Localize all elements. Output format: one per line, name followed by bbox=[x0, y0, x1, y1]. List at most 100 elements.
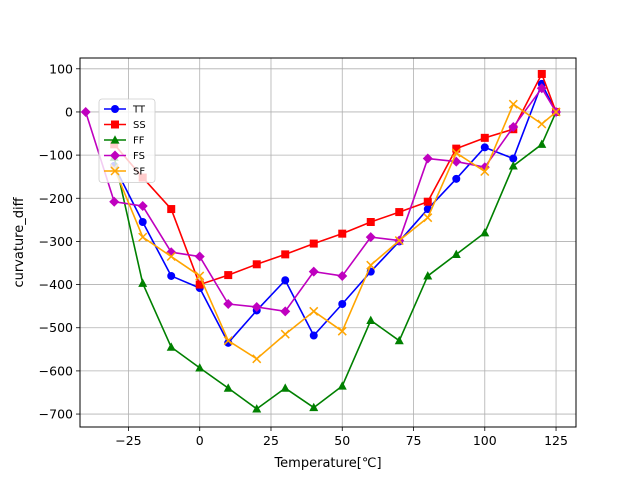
y-tick-label: −400 bbox=[39, 277, 73, 292]
y-tick-label: 0 bbox=[65, 104, 73, 119]
legend: TT SS FF FS SF bbox=[98, 98, 156, 183]
data-point-ss bbox=[338, 229, 347, 238]
data-point-ss bbox=[395, 208, 404, 217]
data-point-fs bbox=[308, 266, 319, 277]
legend-label-tt: TT bbox=[132, 105, 146, 116]
legend-item-fs: FS bbox=[104, 150, 145, 162]
legend-item-sf: SF bbox=[104, 166, 145, 178]
data-point-ss bbox=[224, 271, 233, 280]
data-point-ss bbox=[452, 144, 461, 153]
y-tick-label: −700 bbox=[39, 407, 73, 422]
series-ff bbox=[109, 107, 561, 413]
data-point-tt bbox=[167, 271, 176, 280]
data-point-ss bbox=[252, 260, 261, 269]
data-point-fs bbox=[166, 247, 177, 258]
data-point-fs bbox=[223, 299, 234, 309]
data-point-sf bbox=[551, 107, 561, 117]
y-tick-label: −300 bbox=[39, 234, 73, 249]
data-point-ss bbox=[366, 218, 375, 226]
x-tick-label: 125 bbox=[544, 433, 568, 448]
data-point-sf bbox=[195, 271, 205, 281]
data-point-ff bbox=[280, 383, 290, 392]
x-tick-label: 100 bbox=[473, 433, 497, 448]
data-point-fs bbox=[137, 201, 148, 212]
data-point-fs bbox=[251, 302, 262, 313]
y-tick-label: −600 bbox=[39, 363, 73, 378]
data-point-tt bbox=[224, 338, 233, 347]
data-point-fs bbox=[80, 106, 91, 117]
data-point-sf bbox=[366, 260, 376, 270]
data-point-ff bbox=[451, 249, 461, 258]
data-point-ff bbox=[366, 315, 376, 324]
legend-label-sf: SF bbox=[133, 167, 145, 178]
y-tick-label: 100 bbox=[49, 61, 73, 76]
data-point-ff bbox=[423, 271, 433, 280]
data-point-sf bbox=[480, 166, 490, 177]
y-axis-label: curvature_diff bbox=[12, 196, 27, 287]
data-point-fs bbox=[365, 232, 376, 243]
data-point-ff bbox=[195, 363, 205, 372]
data-point-sf bbox=[252, 354, 262, 364]
data-point-ff bbox=[252, 404, 262, 413]
data-point-sf bbox=[166, 251, 176, 262]
legend-marker-tt bbox=[111, 105, 119, 113]
data-point-ss bbox=[195, 280, 204, 289]
data-point-sf bbox=[337, 326, 347, 336]
y-tick-label: −500 bbox=[39, 320, 73, 335]
legend-label-ss: SS bbox=[133, 120, 146, 131]
legend-label-ff: FF bbox=[133, 136, 145, 147]
legend-marker-fs bbox=[110, 150, 120, 161]
grid bbox=[80, 58, 576, 427]
data-point-sf bbox=[223, 336, 233, 346]
data-point-tt bbox=[509, 154, 518, 163]
data-point-ff bbox=[480, 227, 490, 237]
x-tick-label: 50 bbox=[334, 433, 350, 448]
data-point-ss bbox=[281, 250, 290, 259]
data-point-sf bbox=[508, 99, 518, 109]
data-point-ff bbox=[138, 278, 148, 287]
legend-item-tt: TT bbox=[104, 105, 146, 116]
legend-marker-ss bbox=[111, 120, 119, 129]
series-lines bbox=[80, 69, 562, 413]
data-point-tt bbox=[423, 205, 432, 214]
data-point-tt bbox=[138, 218, 147, 226]
data-point-ss bbox=[423, 197, 432, 206]
data-point-ff bbox=[508, 161, 518, 170]
y-tick-label: −100 bbox=[39, 148, 73, 163]
x-tick-label: −25 bbox=[115, 433, 141, 448]
axis-ticks: −25 0 25 50 75 100 125 −700 −600 −500 −400 −300 −200… bbox=[39, 61, 568, 448]
legend-item-ff: FF bbox=[104, 135, 145, 147]
data-point-ff bbox=[537, 139, 547, 148]
data-point-fs bbox=[536, 83, 547, 94]
data-point-ss bbox=[309, 239, 318, 248]
data-point-fs bbox=[109, 196, 120, 207]
data-point-sf bbox=[394, 236, 404, 246]
plot-frame bbox=[79, 57, 577, 428]
data-point-sf bbox=[537, 119, 547, 129]
x-tick-label: 0 bbox=[196, 433, 204, 448]
data-point-tt bbox=[452, 174, 461, 183]
x-tick-label: 25 bbox=[263, 433, 279, 448]
legend-marker-sf bbox=[110, 166, 120, 176]
data-point-sf bbox=[309, 306, 319, 316]
data-point-fs bbox=[194, 251, 205, 262]
data-point-sf bbox=[451, 148, 461, 158]
data-point-ss bbox=[537, 69, 546, 78]
data-point-sf bbox=[138, 232, 148, 242]
data-point-tt bbox=[338, 300, 347, 308]
data-point-fs bbox=[280, 306, 291, 317]
data-point-fs bbox=[337, 270, 348, 281]
data-point-tt bbox=[480, 143, 489, 152]
data-point-fs bbox=[508, 122, 519, 133]
data-point-sf bbox=[423, 213, 433, 223]
data-point-ff bbox=[337, 381, 347, 390]
data-point-tt bbox=[309, 331, 318, 340]
data-point-ss bbox=[167, 205, 176, 214]
data-point-fs bbox=[422, 153, 433, 164]
x-axis-label: Temperature[℃] bbox=[273, 456, 381, 471]
legend-label-fs: FS bbox=[133, 151, 145, 162]
series-sf bbox=[109, 99, 561, 364]
